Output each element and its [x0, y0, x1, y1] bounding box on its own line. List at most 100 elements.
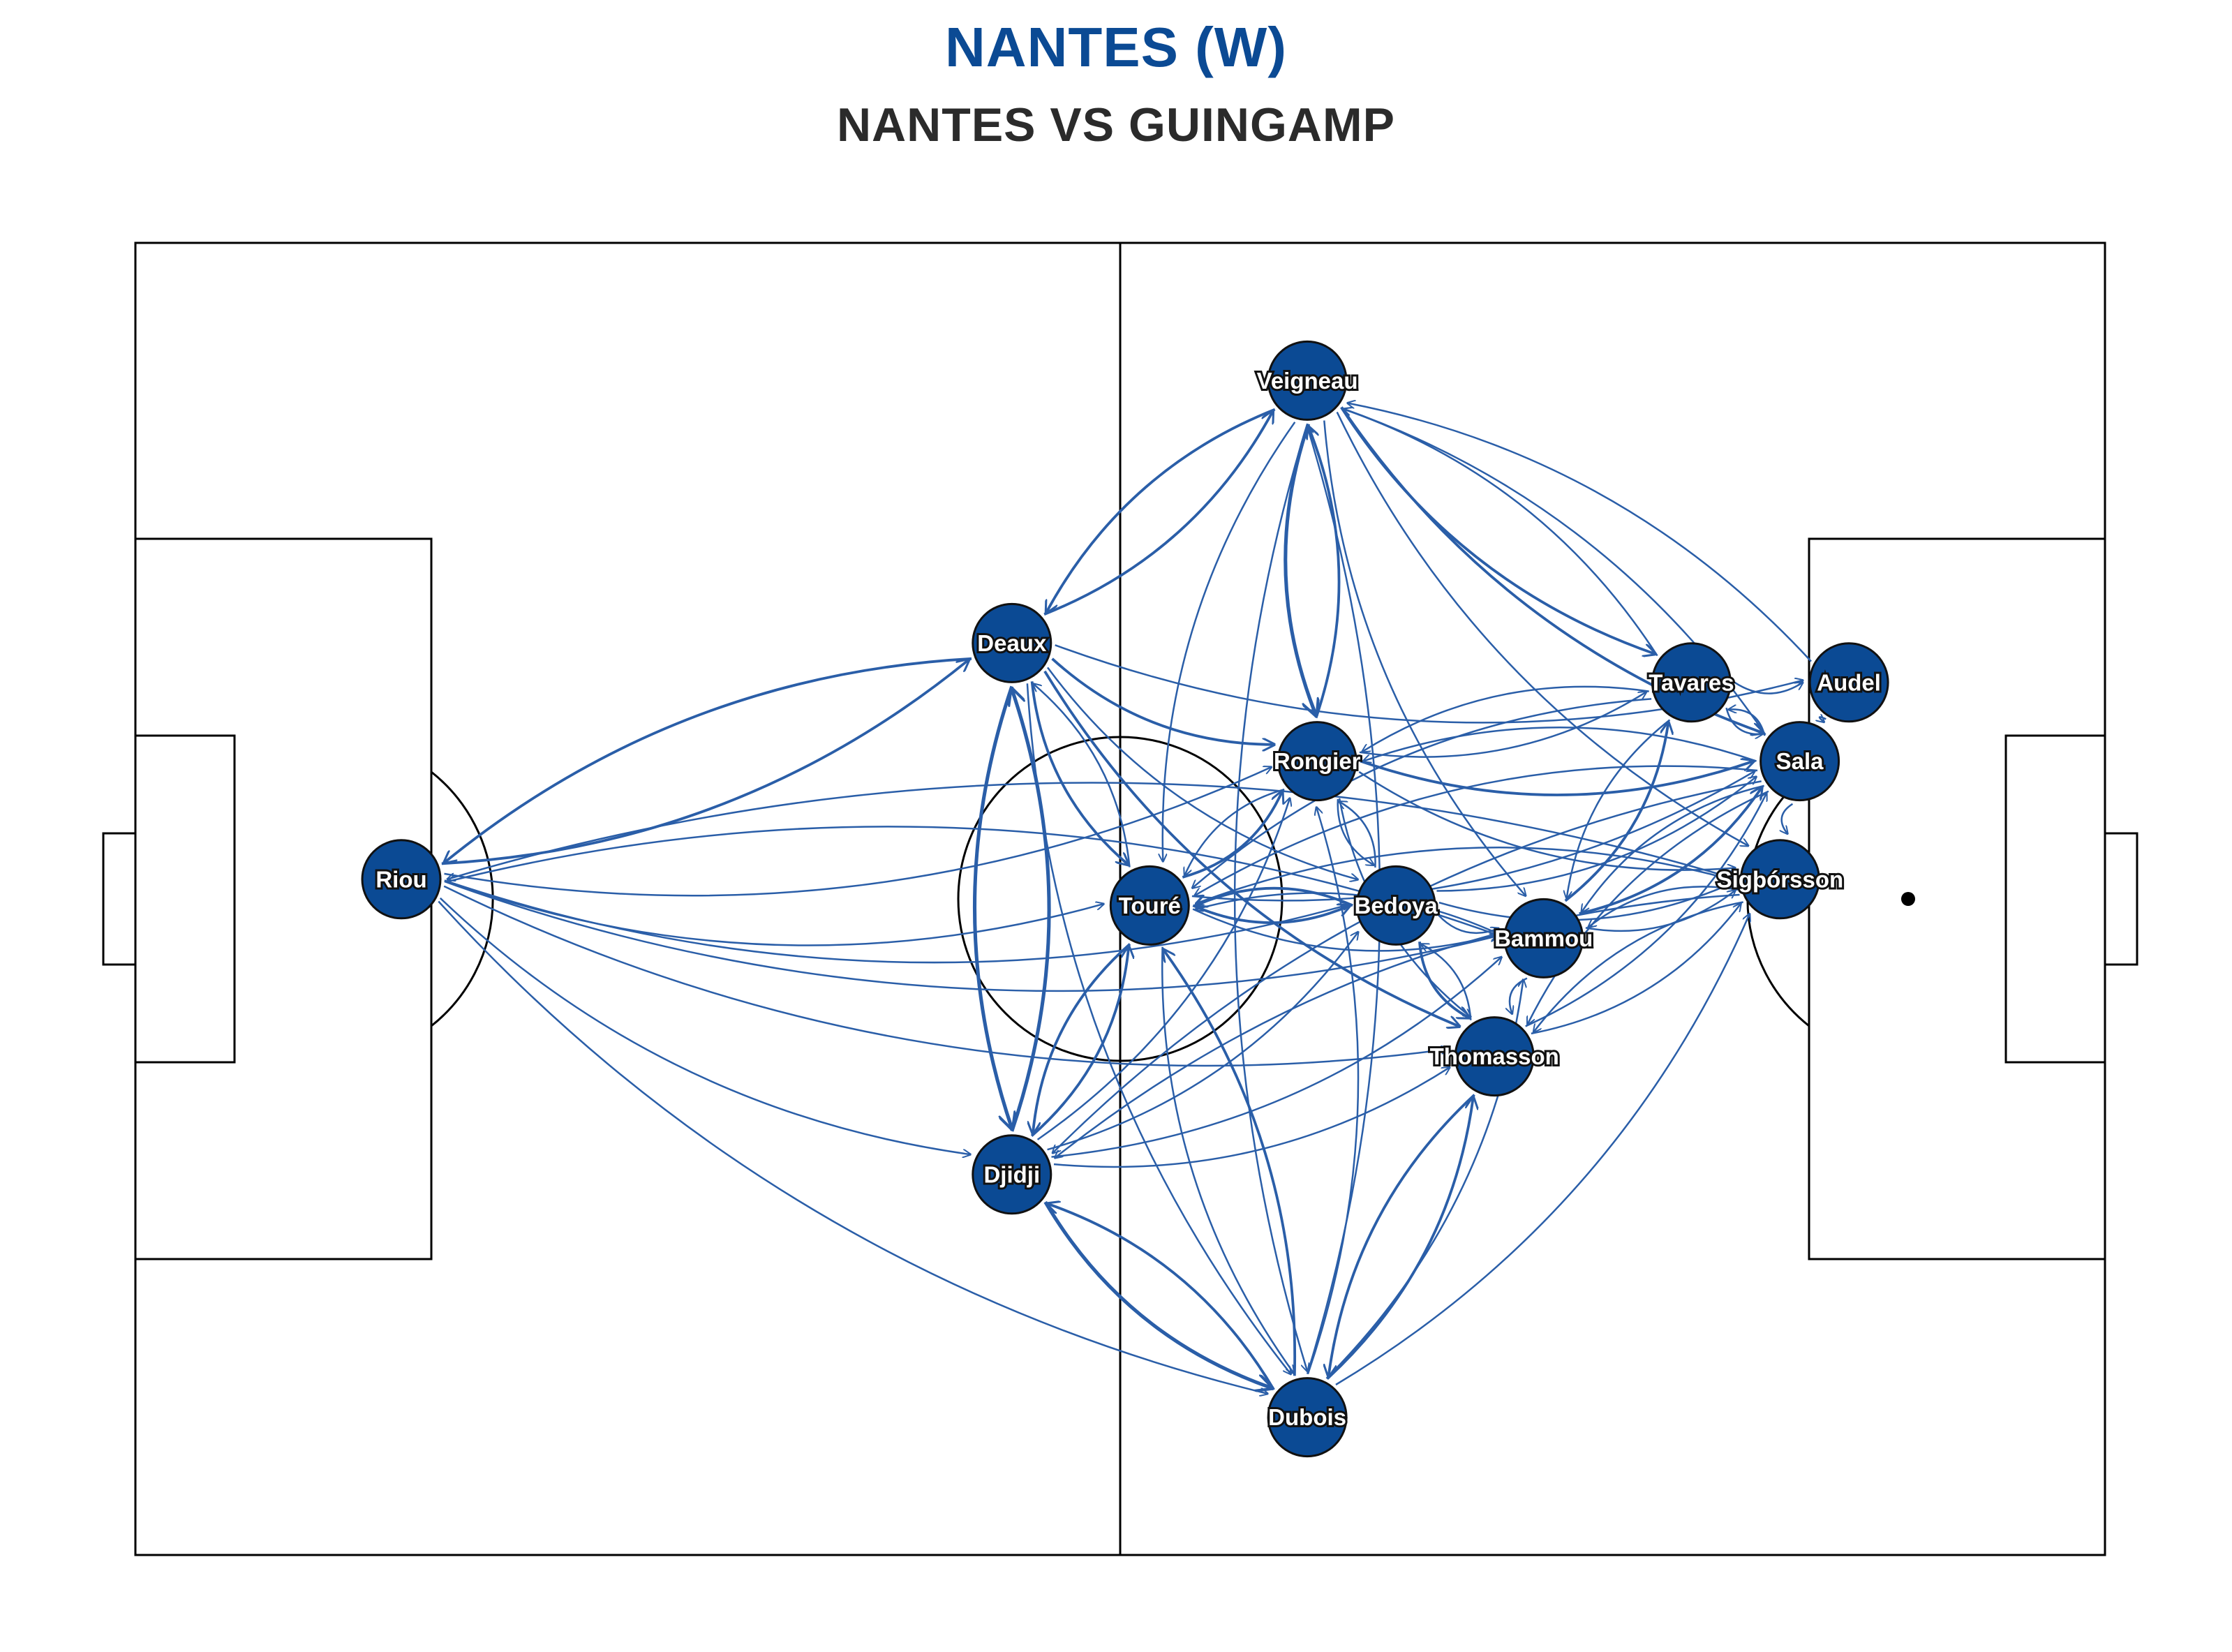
pass-arrow-riou-to-thomasson — [443, 885, 1449, 1067]
pass-arrow-riou-to-dubois — [438, 900, 1267, 1394]
player-name-label: Dubois — [1268, 1404, 1346, 1430]
player-marker — [1759, 721, 1840, 802]
pass-arrow-veigneau-to-bammou — [1323, 420, 1526, 896]
team-title: NANTES (W) — [945, 16, 1287, 78]
pass-arrow-djidji-to-toure — [1030, 946, 1129, 1138]
pass-arrow-sala-to-toure — [1195, 765, 1758, 895]
pass-arrow-riou-to-bedoya — [444, 879, 1350, 964]
right-goal-area — [2004, 734, 2106, 1064]
pass-arrow-sala-to-djidji — [1052, 780, 1762, 1153]
pass-arrow-deaux-to-rongier — [1051, 657, 1274, 745]
player-name-label: Thomasson — [1430, 1043, 1559, 1069]
pass-arrow-toure-to-rongier — [1182, 791, 1282, 879]
left-goal — [102, 832, 137, 966]
pass-arrow-sigthorsson-to-riou — [447, 782, 1737, 879]
pass-arrow-sala-to-rongier — [1363, 727, 1757, 761]
pass-arrow-thomasson-to-sala — [1525, 794, 1766, 1027]
pass-arrow-sala-to-sigthorsson — [1782, 803, 1794, 834]
pass-arrow-rongier-to-veigneau — [1309, 426, 1341, 719]
player-node-bammou: Bammou — [1492, 898, 1595, 978]
player-marker — [1739, 839, 1820, 920]
player-marker — [1651, 642, 1732, 723]
pass-arrow-veigneau-to-toure — [1163, 422, 1296, 861]
player-marker — [972, 602, 1052, 683]
pass-arrow-deaux-to-riou — [445, 657, 972, 863]
pass-arrow-veigneau-to-sigthorsson — [1336, 411, 1748, 846]
player-name-label: Sigþórsson — [1717, 866, 1844, 892]
player-node-sigthorsson: Sigþórsson — [1715, 839, 1845, 920]
player-name-label: Touré — [1119, 893, 1181, 918]
pass-arrow-tavares-to-bammou — [1567, 719, 1671, 899]
pass-arrow-toure-to-sala — [1191, 771, 1755, 902]
pass-arrow-audel-to-veigneau — [1348, 403, 1812, 662]
pass-arrow-tavares-to-rongier — [1362, 685, 1649, 752]
player-marker — [1109, 865, 1190, 946]
player-marker — [1267, 1377, 1348, 1458]
pass-arrow-djidji-to-thomasson — [1053, 1067, 1450, 1168]
pass-arrow-tavares-to-audel — [1734, 683, 1803, 694]
pass-arrow-toure-to-deaux — [1034, 684, 1131, 868]
player-node-deaux: Deaux — [972, 602, 1052, 683]
pass-arrow-veigneau-to-tavares — [1340, 406, 1656, 654]
pass-arrow-bammou-to-tavares — [1564, 722, 1669, 902]
pass-arrow-toure-to-dubois — [1161, 946, 1293, 1374]
right-goal — [2104, 832, 2138, 966]
pass-arrow-djidji-to-bedoya — [1047, 932, 1358, 1151]
pass-arrow-sala-to-thomasson — [1528, 790, 1769, 1025]
pass-arrow-sigthorsson-to-toure — [1196, 847, 1737, 903]
pass-arrow-bammou-to-toure — [1196, 892, 1501, 936]
player-name-label: Djidji — [983, 1161, 1040, 1187]
player-name-label: Rongier — [1274, 748, 1361, 774]
pass-arrow-sigthorsson-to-thomasson — [1533, 901, 1743, 1032]
pass-arrow-riou-to-djidji — [439, 897, 971, 1154]
player-name-label: Tavares — [1649, 669, 1734, 695]
pass-arrow-sigthorsson-to-djidji — [1055, 893, 1740, 1158]
pass-arrow-deaux-to-toure — [1030, 681, 1129, 865]
player-marker — [1808, 642, 1889, 723]
centre-circle — [957, 736, 1284, 1062]
player-node-bedoya: Bedoya — [1352, 865, 1440, 946]
pass-arrow-djidji-to-bammou — [1051, 957, 1502, 1158]
player-marker — [1454, 1016, 1535, 1097]
player-marker — [361, 839, 442, 920]
pass-arrow-djidji-to-dubois — [1043, 1200, 1272, 1388]
pass-arrow-deaux-to-veigneau — [1043, 411, 1273, 616]
player-marker — [1267, 340, 1348, 421]
pass-arrow-thomasson-to-sigthorsson — [1531, 904, 1741, 1035]
pass-arrow-rongier-to-sigthorsson — [1358, 771, 1735, 870]
pass-arrow-rongier-to-sala — [1360, 761, 1753, 796]
player-node-riou: Riou — [361, 839, 442, 920]
pass-arrow-toure-to-djidji — [1033, 943, 1131, 1134]
pass-arrow-veigneau-to-rongier — [1284, 423, 1316, 715]
player-marker — [1277, 721, 1357, 802]
pass-arrow-tavares-to-veigneau — [1344, 409, 1658, 657]
left-goal-area — [134, 734, 236, 1064]
player-name-label: Bedoya — [1354, 893, 1438, 918]
pass-arrow-audel-to-sala — [1820, 717, 1826, 722]
player-node-djidji: Djidji — [972, 1134, 1052, 1215]
right-penalty-spot — [1901, 892, 1915, 906]
pass-arrow-rongier-to-tavares — [1359, 692, 1646, 758]
pass-arrow-thomasson-to-dubois — [1329, 1094, 1475, 1376]
pass-arrow-deaux-to-djidji — [972, 685, 1012, 1128]
player-node-sala: Sala — [1759, 721, 1840, 802]
player-node-tavares: Tavares — [1646, 642, 1736, 723]
player-marker — [1355, 865, 1436, 946]
player-name-label: Sala — [1776, 748, 1824, 774]
match-subtitle: NANTES VS GUINGAMP — [836, 98, 1396, 151]
player-node-dubois: Dubois — [1266, 1377, 1348, 1458]
pass-arrow-sala-to-bammou — [1582, 784, 1764, 912]
player-marker — [972, 1134, 1052, 1215]
pass-arrow-djidji-to-deaux — [1012, 689, 1051, 1132]
player-marker — [1503, 898, 1584, 978]
pass-arrow-deaux-to-thomasson — [1043, 670, 1459, 1027]
pass-arrow-thomasson-to-bedoya — [1421, 944, 1472, 1020]
pass-arrow-sigthorsson-to-bammou — [1589, 886, 1739, 927]
pass-arrow-bammou-to-thomasson — [1510, 977, 1528, 1014]
player-node-thomasson: Thomasson — [1428, 1016, 1561, 1097]
player-name-label: Audel — [1817, 669, 1881, 695]
pass-arrow-riou-to-bammou — [444, 880, 1498, 992]
player-nodes: Veigneau Deaux Riou Touré Rongier Bedoya Bammo… — [361, 340, 1889, 1458]
pass-arrow-toure-to-bedoya — [1192, 905, 1350, 924]
pass-arrow-veigneau-to-dubois — [1233, 424, 1307, 1371]
